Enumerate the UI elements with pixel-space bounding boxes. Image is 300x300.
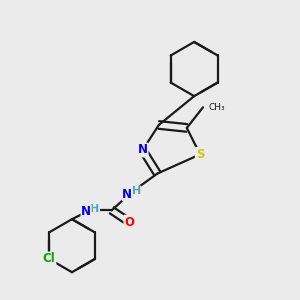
Text: Cl: Cl	[43, 252, 56, 266]
Text: N: N	[138, 143, 148, 157]
Text: H: H	[131, 186, 141, 196]
Text: CH₃: CH₃	[209, 103, 226, 112]
Text: N: N	[122, 188, 132, 201]
Text: S: S	[196, 148, 204, 161]
Text: N: N	[81, 205, 91, 218]
Text: O: O	[124, 216, 134, 229]
Text: H: H	[90, 204, 100, 214]
